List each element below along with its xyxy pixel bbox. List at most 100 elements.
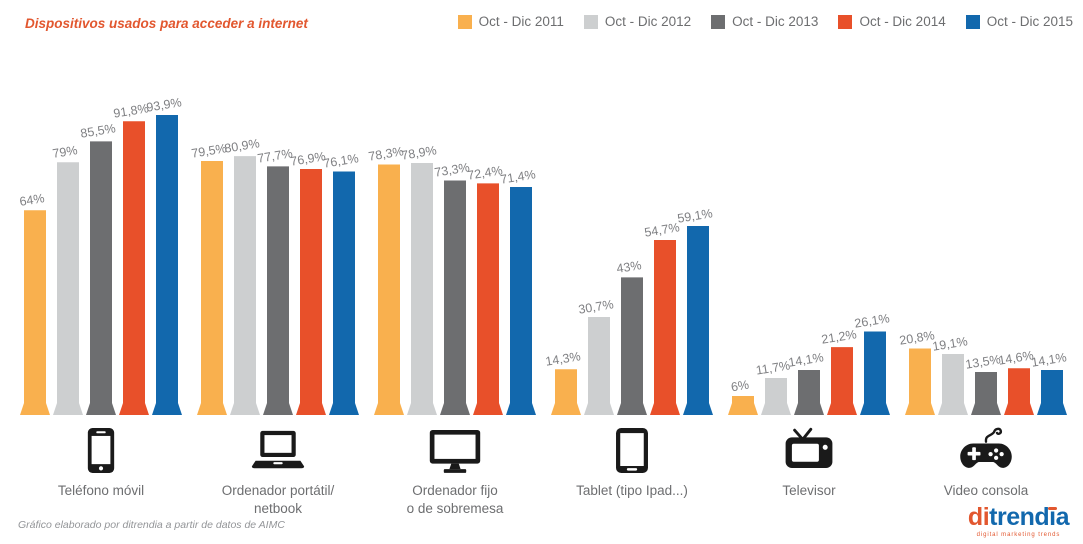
- bar-fill: [938, 354, 968, 415]
- bar: 21,2%: [820, 327, 858, 415]
- bar: 64%: [19, 191, 50, 415]
- legend-item-2015: Oct - Dic 2015: [965, 14, 1073, 29]
- device-label: Ordenador fijo o de sobremesa: [406, 483, 504, 516]
- bar: 30,7%: [577, 297, 615, 415]
- bar-fill: [1004, 368, 1034, 415]
- legend-item-2013: Oct - Dic 2013: [711, 14, 818, 29]
- legend-item-2014: Oct - Dic 2014: [838, 14, 946, 29]
- bar-fill: [473, 183, 503, 415]
- bar: 71,4%: [499, 167, 537, 415]
- bar: 14,1%: [787, 350, 825, 415]
- chart-title: Dispositivos usados para acceder a inter…: [25, 16, 308, 31]
- bar-group: 79,5% 80,9% 77,7% 76,9% 76,1%: [190, 83, 360, 415]
- bar-fill: [551, 369, 581, 415]
- bar-fill: [584, 317, 614, 415]
- legend-swatch-2012: [583, 14, 598, 29]
- logo-wordmark: ditrendia: [967, 503, 1070, 531]
- device-group-ordenador-fijo: 78,3% 78,9% 73,3% 72,4% 71,4% Ordenador fijo…: [367, 83, 537, 517]
- bar-fill: [230, 156, 260, 415]
- bar-fill: [440, 180, 470, 415]
- bar-fill: [86, 141, 116, 415]
- device-group-video-consola: 20,8% 19,1% 13,5% 14,6% 14,1% Video consola: [898, 83, 1068, 517]
- bar-fill: [53, 162, 83, 415]
- device-label: Tablet (tipo Ipad...): [576, 483, 688, 498]
- bar-fill: [728, 396, 758, 415]
- ditrendia-logo: ditrendia digital marketing trends: [967, 503, 1070, 539]
- device-group-telefono-movil: 64% 79% 85,5% 91,8% 93,9% Teléfono móvil: [19, 83, 183, 517]
- bar-fill: [971, 372, 1001, 415]
- legend: Oct - Dic 2011 Oct - Dic 2012 Oct - Dic …: [457, 14, 1073, 29]
- bar-fill: [263, 166, 293, 415]
- bar: 77,7%: [256, 147, 294, 415]
- legend-label: Oct - Dic 2015: [986, 14, 1073, 29]
- bar: 76,1%: [322, 152, 360, 415]
- bar-fill: [617, 277, 647, 415]
- bar-fill: [20, 210, 50, 415]
- bar-chart: 64% 79% 85,5% 91,8% 93,9% Teléfono móvil 79,…: [19, 83, 1068, 517]
- device-label: Ordenador portátil/ netbook: [221, 483, 335, 516]
- legend-label: Oct - Dic 2013: [732, 14, 819, 29]
- bar: 54,7%: [643, 220, 681, 415]
- game-controller-icon: [958, 423, 1014, 477]
- bar-fill: [1037, 370, 1067, 415]
- legend-item-2011: Oct - Dic 2011: [457, 14, 564, 29]
- bar-group: 14,3% 30,7% 43% 54,7% 59,1%: [544, 83, 714, 415]
- legend-swatch-2013: [711, 14, 726, 29]
- bar: 93,9%: [145, 95, 183, 415]
- source-note: Gráfico elaborado por ditrendia a partir…: [18, 519, 285, 531]
- bar-group: 20,8% 19,1% 13,5% 14,6% 14,1%: [898, 83, 1068, 415]
- bar: 43%: [616, 259, 647, 415]
- bar-fill: [905, 348, 935, 415]
- bar: 14,1%: [1030, 350, 1068, 415]
- bar-fill: [152, 115, 182, 415]
- bar-group: 6% 11,7% 14,1% 21,2% 26,1%: [728, 83, 891, 415]
- bar-value-label: 93,9%: [145, 94, 183, 115]
- bar: 59,1%: [676, 206, 714, 415]
- smartphone-icon: [85, 423, 117, 477]
- bar-fill: [827, 347, 857, 415]
- legend-label: Oct - Dic 2011: [478, 14, 564, 29]
- bar-fill: [374, 164, 404, 415]
- bar: 11,7%: [755, 358, 791, 415]
- bar: 85,5%: [79, 122, 117, 415]
- bar-fill: [197, 161, 227, 415]
- device-label: Teléfono móvil: [57, 483, 145, 498]
- device-label: Video consola: [943, 483, 1029, 498]
- legend-label: Oct - Dic 2014: [859, 14, 946, 29]
- bar-fill: [119, 121, 149, 415]
- bar: 79,5%: [190, 141, 228, 415]
- bar-fill: [860, 331, 890, 415]
- bar-fill: [296, 169, 326, 415]
- bar: 6%: [728, 377, 758, 415]
- bar: 79%: [52, 143, 83, 415]
- bar-fill: [683, 226, 713, 415]
- bar: 26,1%: [853, 312, 891, 415]
- bar: 20,8%: [898, 329, 936, 415]
- bar: 76,9%: [289, 149, 327, 415]
- bar: 80,9%: [223, 136, 261, 415]
- bar-fill: [650, 240, 680, 415]
- legend-swatch-2011: [457, 14, 472, 29]
- bar: 78,9%: [400, 143, 438, 415]
- legend-swatch-2015: [965, 14, 980, 29]
- bar: 13,5%: [964, 352, 1002, 415]
- bar-fill: [407, 163, 437, 415]
- device-group-televisor: 6% 11,7% 14,1% 21,2% 26,1% Televisor: [728, 83, 891, 517]
- desktop-monitor-icon: [427, 423, 483, 477]
- device-group-ordenador-portatil: 79,5% 80,9% 77,7% 76,9% 76,1% Ordenador port…: [190, 83, 360, 517]
- legend-item-2012: Oct - Dic 2012: [583, 14, 691, 29]
- device-group-tablet: 14,3% 30,7% 43% 54,7% 59,1% Tablet (tipo Ipa…: [544, 83, 714, 517]
- bar: 14,3%: [544, 350, 582, 415]
- bar-group: 64% 79% 85,5% 91,8% 93,9%: [19, 83, 183, 415]
- device-label: Televisor: [782, 483, 836, 498]
- bar: 91,8%: [112, 102, 150, 415]
- bar: 73,3%: [433, 161, 471, 415]
- legend-swatch-2014: [838, 14, 853, 29]
- bar: 72,4%: [466, 164, 504, 415]
- tablet-icon: [614, 423, 650, 477]
- bar: 14,6%: [997, 349, 1035, 415]
- tv-icon: [782, 423, 836, 477]
- bar-group: 78,3% 78,9% 73,3% 72,4% 71,4%: [367, 83, 537, 415]
- bar-fill: [506, 187, 536, 415]
